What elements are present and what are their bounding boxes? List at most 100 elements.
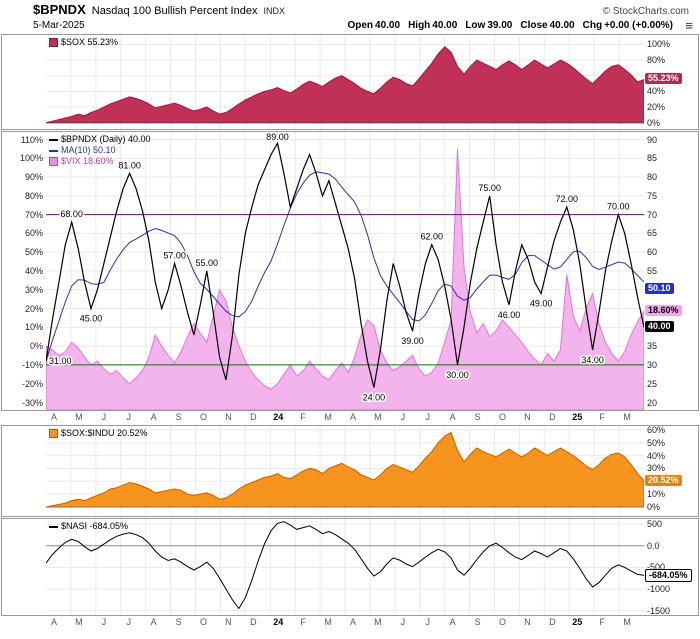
symbol: $BPNDX — [33, 2, 86, 17]
y-tick-label: 35 — [647, 341, 658, 352]
x-axis-label: O — [498, 617, 507, 627]
y-tick-label: 75 — [647, 190, 658, 201]
legend-label: $BPNDX (Daily) 40.00 — [61, 134, 151, 144]
x-axis-label: N — [524, 412, 531, 422]
y-tick-label: 80 — [647, 172, 658, 183]
bpndx-value-box: 40.00 — [645, 321, 674, 333]
price-annotation: 70.00 — [607, 202, 630, 212]
sox-canvas — [46, 35, 644, 129]
sox-indu-area — [46, 431, 644, 508]
nasi-value-box: -684.05% — [645, 569, 692, 583]
panel-sox: $SOX 55.23% 55.23% 100% 80% 40% 20% 0% — [1, 34, 699, 130]
panel-bpndx: 110% 100% 90% 80% 70% 60% 50% 40% 30% 20% 10% 0% -10… — [1, 131, 699, 411]
y-tick-label: 70% — [24, 209, 43, 220]
x-axis-label: A — [50, 617, 58, 627]
quote-label: Close — [520, 20, 548, 31]
y-tick-label: 0.0 — [647, 540, 660, 551]
y-tick-label: 100% — [19, 153, 43, 164]
legend-label: $SOX 55.23% — [61, 37, 119, 47]
y-tick-label: 110% — [20, 134, 43, 145]
x-axis-label: J — [425, 412, 431, 422]
y-tick-label: 55 — [647, 266, 658, 276]
price-annotation: 81.00 — [118, 160, 141, 170]
price-annotation: 24.00 — [363, 393, 386, 403]
nasi-canvas — [46, 519, 644, 615]
panel-sox-indu-plot[interactable]: $SOX:$INDU 20.52% — [46, 426, 644, 516]
x-axis-label: S — [175, 617, 182, 627]
y-tick-label: 80% — [647, 55, 666, 66]
panel-sox-indu-right-axis: 20.52% 60% 50% 40% 30% 10% 0% — [644, 425, 698, 516]
x-axis-label: M — [374, 617, 382, 627]
y-tick-label: -500 — [647, 562, 666, 573]
legend-marker-icon — [49, 429, 58, 438]
y-tick-label: 30 — [647, 359, 658, 370]
x-axis-label: M — [324, 617, 332, 627]
legend-marker-icon — [49, 138, 58, 141]
x-axis-label: M — [324, 412, 332, 422]
x-axis-label: J — [400, 617, 406, 627]
legend-marker-icon — [49, 525, 58, 528]
x-axis-label: J — [101, 617, 107, 627]
y-tick-label: 70 — [647, 209, 658, 220]
bpndx-canvas: 31.00 68.00 45.00 81.00 57.00 55.00 89.00 24.00… — [46, 132, 644, 410]
y-tick-label: -10% — [21, 359, 43, 370]
x-axis-label: D — [549, 412, 556, 422]
panel-bpndx-left-axis: 110% 100% 90% 80% 70% 60% 50% 40% 30% 20% 10% 0% -10… — [2, 132, 46, 410]
sox-legend: $SOX 55.23% — [49, 37, 118, 48]
y-tick-label: 40% — [647, 86, 666, 97]
legend-label: $SOX:$INDU 20.52% — [61, 428, 148, 438]
y-tick-label: 40% — [24, 266, 43, 276]
y-tick-label: 90% — [24, 172, 43, 183]
y-tick-label: 40% — [647, 450, 666, 461]
legend-item: MA(10) 50.10 — [49, 145, 151, 156]
bpndx-legend: $BPNDX (Daily) 40.00 MA(10) 50.10 $VIX 18.… — [49, 134, 151, 167]
legend-label: $NASI -684.05% — [61, 521, 129, 531]
sox-indu-canvas — [46, 426, 644, 516]
y-tick-label: 10% — [24, 322, 43, 333]
panel-sox-indu-left-gutter — [2, 426, 46, 516]
x-axis-label: O — [199, 412, 208, 422]
panel-bpndx-plot[interactable]: 31.00 68.00 45.00 81.00 57.00 55.00 89.00 24.00… — [46, 132, 644, 410]
legend-label: $VIX 18.60% — [61, 156, 114, 166]
y-tick-label: 25 — [647, 378, 658, 389]
y-tick-label: 20% — [647, 102, 666, 113]
x-axis-label: S — [474, 617, 481, 627]
x-axis-label: M — [75, 412, 83, 422]
quote-pair: Open 40.00 — [347, 20, 400, 31]
x-axis-label: M — [75, 617, 83, 627]
quote-pair: Low 39.00 — [465, 20, 512, 31]
panel-nasi-plot[interactable]: $NASI -684.05% — [46, 519, 644, 615]
y-tick-label: 0% — [647, 117, 661, 128]
menu-icon[interactable]: ≡ — [685, 18, 693, 33]
x-axis-label: 24 — [273, 617, 284, 627]
y-tick-label: -1000 — [647, 584, 671, 595]
y-tick-label: 50% — [24, 247, 43, 258]
price-annotation: 34.00 — [581, 355, 604, 365]
exchange-label: INDX — [263, 6, 285, 16]
panel-sox-plot[interactable]: $SOX 55.23% — [46, 35, 644, 129]
quote-label: Chg — [582, 20, 603, 31]
price-annotation: 46.00 — [498, 310, 521, 320]
x-axis-labels-top: A M J J A S O N D 24 F M A M J J A S O N D 25 F M — [46, 411, 644, 424]
x-axis-label: O — [498, 412, 507, 422]
price-annotation: 72.00 — [556, 194, 579, 204]
ma10-line — [46, 171, 644, 362]
x-axis-label: F — [300, 412, 306, 422]
quote-label: Low — [465, 20, 486, 31]
y-tick-label: -20% — [21, 378, 43, 389]
quote-row: 5-Mar-2025 Open 40.00 High 40.00 Low 39.00 Clo… — [1, 18, 699, 33]
x-axis-label: M — [623, 412, 631, 422]
y-tick-label: 20% — [24, 303, 43, 314]
x-axis-label: J — [126, 412, 132, 422]
price-annotation: 55.00 — [196, 258, 219, 268]
legend-item: $SOX 55.23% — [49, 37, 118, 48]
x-axis-label: N — [225, 617, 232, 627]
panel-nasi-right-axis: -684.05% 500 0.0 -500 -1000 -1500 — [644, 519, 698, 616]
quote-label: Open — [347, 20, 374, 31]
legend-item: $SOX:$INDU 20.52% — [49, 428, 148, 439]
x-axis-label: M — [623, 617, 631, 627]
legend-marker-icon — [49, 38, 58, 47]
quote-value: 40.00 — [432, 20, 458, 31]
x-axis-label: 24 — [273, 412, 284, 422]
x-axis-label: A — [349, 412, 357, 422]
